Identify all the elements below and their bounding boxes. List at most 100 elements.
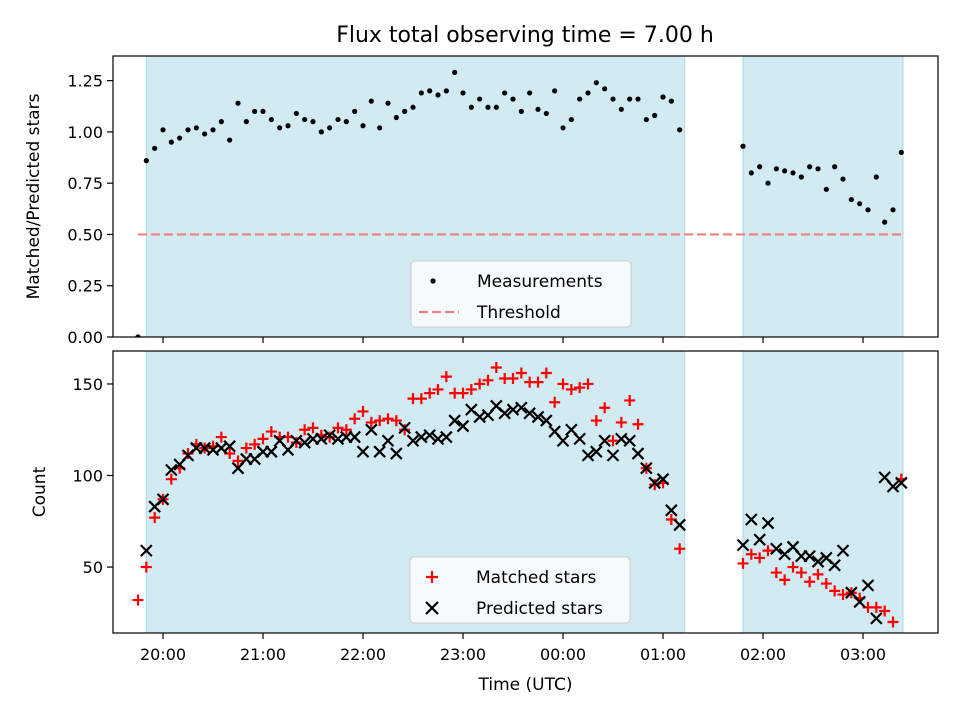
data-point xyxy=(474,378,486,390)
data-point xyxy=(518,108,524,114)
data-point xyxy=(660,94,666,100)
data-point xyxy=(435,92,441,98)
data-point xyxy=(390,415,402,427)
data-point xyxy=(581,449,595,462)
data-point xyxy=(427,88,433,94)
data-point xyxy=(610,96,616,102)
data-point xyxy=(340,424,352,436)
data-point xyxy=(527,90,533,96)
data-point xyxy=(490,361,502,373)
data-point xyxy=(152,145,158,151)
data-point xyxy=(140,561,152,573)
data-point xyxy=(665,504,678,517)
data-point xyxy=(736,538,750,552)
data-point xyxy=(324,431,336,443)
data-point xyxy=(252,108,258,114)
x-tick-label: 20:00 xyxy=(140,645,186,664)
legend-label: Measurements xyxy=(477,272,603,292)
data-point xyxy=(515,401,528,415)
data-point xyxy=(156,493,170,506)
data-point xyxy=(757,164,763,170)
data-point xyxy=(574,382,586,394)
data-point xyxy=(432,383,444,395)
data-point xyxy=(753,533,766,546)
y-tick-label: 1.25 xyxy=(67,72,103,91)
data-point xyxy=(382,413,394,425)
data-point xyxy=(770,542,783,556)
data-point xyxy=(606,449,620,462)
data-point xyxy=(265,426,277,438)
data-point xyxy=(298,436,311,449)
ratio-panel: 0.00 0.25 0.50 0.75 1.00 1.25 Matched/Predicte… xyxy=(24,55,939,347)
data-point xyxy=(585,90,591,96)
data-point xyxy=(832,164,838,170)
data-point xyxy=(352,108,358,114)
x-tick-label: 23:00 xyxy=(440,645,486,664)
data-point xyxy=(552,88,558,94)
data-point xyxy=(452,69,458,76)
x-tick-label: 03:00 xyxy=(840,645,886,664)
data-point xyxy=(737,557,749,569)
data-point xyxy=(377,125,383,131)
data-point xyxy=(360,123,366,129)
data-point xyxy=(815,166,821,172)
legend-marker xyxy=(430,278,436,284)
data-point xyxy=(632,418,644,430)
data-point xyxy=(836,544,850,557)
data-point xyxy=(540,414,553,427)
data-point xyxy=(443,88,449,94)
data-point xyxy=(599,402,611,414)
data-point xyxy=(349,413,361,425)
data-point xyxy=(745,513,758,526)
data-point xyxy=(398,421,411,435)
data-point xyxy=(829,585,841,597)
data-point xyxy=(623,434,636,448)
x-tick-label: 00:00 xyxy=(540,645,586,664)
data-point xyxy=(193,125,199,131)
data-point xyxy=(460,90,466,96)
y-tick-label: 0.25 xyxy=(67,277,103,296)
data-point xyxy=(448,414,461,427)
data-point xyxy=(523,406,536,420)
data-point xyxy=(837,589,849,601)
data-point xyxy=(215,431,227,443)
data-point xyxy=(823,186,829,192)
series-matched-stars xyxy=(132,361,907,628)
data-point xyxy=(857,201,863,207)
data-point xyxy=(635,96,641,102)
x-tick-label: 22:00 xyxy=(340,645,386,664)
data-point xyxy=(870,601,882,613)
data-point xyxy=(840,176,846,182)
data-point xyxy=(299,424,311,436)
data-point xyxy=(399,424,411,436)
data-point xyxy=(468,104,474,110)
data-point xyxy=(440,430,453,444)
data-point xyxy=(828,558,841,572)
x-axis-label: Time (UTC) xyxy=(478,675,573,695)
y-tick-label: 100 xyxy=(72,467,103,486)
legend: Measurements Threshold xyxy=(410,260,632,328)
data-point xyxy=(535,106,541,112)
data-point xyxy=(870,612,883,625)
data-point xyxy=(882,219,888,225)
data-point xyxy=(803,549,816,563)
data-point xyxy=(540,367,552,379)
data-point xyxy=(779,574,791,586)
data-point xyxy=(232,455,244,467)
data-point xyxy=(343,119,349,125)
data-point xyxy=(873,174,879,180)
observing-window-2 xyxy=(742,55,904,338)
data-point xyxy=(465,383,477,395)
data-point xyxy=(218,119,224,125)
data-point xyxy=(149,512,161,524)
data-point xyxy=(811,555,825,568)
data-point xyxy=(502,90,508,96)
data-point xyxy=(853,595,866,609)
data-point xyxy=(368,98,374,104)
data-point xyxy=(515,367,527,379)
y-tick-label: 50 xyxy=(83,558,103,577)
legend-marker xyxy=(426,571,438,583)
series-measurements xyxy=(135,69,904,337)
legend: Matched stars Predicted stars xyxy=(409,556,631,624)
data-point xyxy=(598,434,611,448)
